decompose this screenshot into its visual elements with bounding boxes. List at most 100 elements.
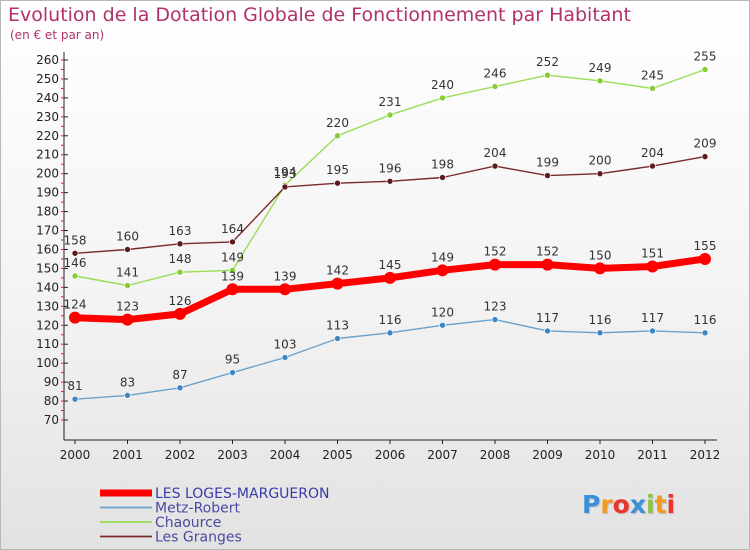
x-tick-label: 2004: [270, 448, 301, 462]
legend-label: Metz-Robert: [155, 501, 241, 517]
data-label: 198: [431, 157, 454, 171]
series-points: [69, 66, 711, 403]
y-tick-label: 240: [36, 91, 59, 105]
data-point: [229, 267, 236, 274]
data-point: [439, 321, 446, 329]
data-point: [439, 94, 446, 102]
data-point: [436, 264, 449, 277]
data-point: [229, 369, 236, 376]
data-label: 141: [116, 265, 139, 279]
data-point: [646, 260, 659, 273]
data-point: [649, 327, 656, 335]
data-label: 117: [536, 311, 559, 325]
data-point: [596, 329, 604, 337]
data-label: 145: [379, 258, 402, 272]
data-point: [701, 329, 709, 337]
data-label: 246: [484, 67, 507, 81]
legend-label: Chaource: [155, 515, 221, 531]
data-label: 240: [431, 78, 454, 92]
y-tick-label: 180: [36, 205, 59, 219]
x-tick-label: 2001: [112, 448, 143, 462]
data-label: 123: [116, 300, 139, 314]
y-tick-label: 190: [36, 186, 59, 200]
y-tick-label: 110: [36, 337, 59, 351]
data-point: [386, 111, 394, 119]
data-point: [334, 335, 341, 342]
x-tick-label: 2005: [322, 448, 353, 462]
brand-letter: t: [654, 490, 667, 519]
data-label: 220: [326, 116, 349, 130]
data-point: [701, 66, 709, 73]
y-tick-label: 120: [36, 318, 59, 332]
y-tick-label: 90: [44, 375, 59, 389]
y-tick-label: 250: [36, 72, 59, 86]
data-point: [439, 174, 446, 181]
y-tick-label: 140: [36, 280, 59, 294]
data-point: [334, 179, 341, 187]
y-tick-label: 100: [36, 356, 59, 370]
x-tick-label: 2010: [585, 448, 616, 462]
data-label: 195: [326, 163, 349, 177]
data-point: [176, 240, 184, 248]
data-point: [331, 277, 344, 290]
data-point: [124, 282, 131, 289]
data-point: [386, 329, 394, 337]
data-label: 255: [694, 49, 717, 63]
data-point: [281, 183, 289, 191]
x-tick-label: 2002: [165, 448, 196, 462]
data-point: [701, 153, 709, 160]
data-point: [544, 327, 551, 335]
data-label: 163: [169, 224, 192, 238]
x-tick-label: 2006: [375, 448, 406, 462]
data-point: [384, 271, 396, 284]
legend-label: LES LOGES-MARGUERON: [155, 486, 329, 502]
x-tick-label: 2008: [480, 448, 511, 462]
data-label: 83: [120, 375, 135, 389]
data-point: [176, 384, 184, 392]
data-label: 116: [379, 313, 402, 327]
data-point: [386, 177, 394, 185]
data-label: 95: [225, 353, 240, 367]
data-label: 245: [641, 68, 664, 82]
x-tick-label: 2012: [690, 448, 721, 462]
brand-letter: P: [582, 490, 601, 519]
data-label: 103: [274, 337, 297, 351]
data-label: 152: [484, 245, 507, 259]
data-label: 151: [641, 247, 664, 261]
data-label: 155: [694, 239, 717, 253]
data-label: 200: [589, 154, 612, 168]
data-point: [229, 238, 236, 246]
data-label: 123: [484, 300, 507, 314]
data-label: 124: [64, 298, 87, 312]
data-point: [71, 272, 79, 280]
data-label: 158: [64, 233, 87, 247]
brand-letter: i: [666, 490, 676, 519]
brand-letter: x: [629, 490, 646, 519]
brand-letter: i: [646, 490, 655, 519]
data-point: [649, 162, 656, 170]
chart-axes: 7080901001101201301401501601701801902002…: [36, 52, 720, 462]
data-label: 204: [641, 146, 664, 160]
data-label: 252: [536, 55, 559, 69]
data-point: [226, 283, 239, 296]
y-tick-label: 80: [44, 394, 59, 408]
data-point: [71, 395, 79, 403]
data-point: [649, 85, 656, 92]
y-tick-label: 150: [36, 261, 59, 275]
data-label: 204: [484, 146, 507, 160]
data-point: [174, 307, 186, 320]
data-point: [491, 83, 499, 90]
data-label: 148: [169, 252, 192, 266]
y-tick-label: 200: [36, 167, 59, 181]
x-tick-label: 2003: [217, 448, 248, 462]
data-label: 117: [641, 311, 664, 325]
y-tick-label: 210: [36, 148, 59, 162]
y-tick-label: 170: [36, 224, 59, 238]
y-tick-label: 160: [36, 242, 59, 256]
data-point: [176, 268, 184, 276]
y-tick-label: 260: [36, 53, 59, 67]
data-point: [489, 258, 501, 271]
data-label: 249: [589, 61, 612, 75]
